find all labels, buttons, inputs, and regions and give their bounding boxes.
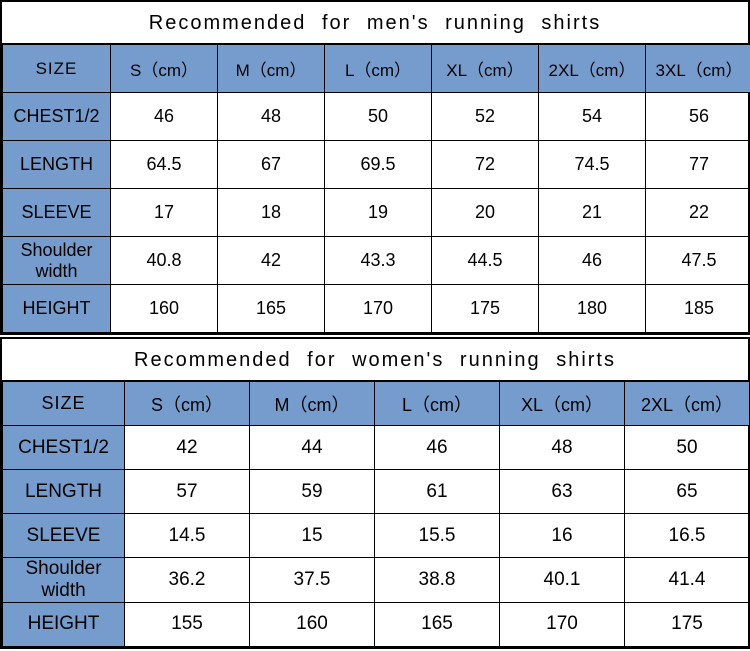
cell: 65: [625, 470, 750, 514]
cell: 175: [625, 602, 750, 646]
mens-col-l: L（cm）: [325, 45, 432, 93]
cell: 16.5: [625, 514, 750, 558]
cell: 56: [646, 93, 750, 141]
cell: 64.5: [111, 141, 218, 189]
table-row: Shoulder width 36.2 37.5 38.8 40.1 41.4: [3, 558, 750, 603]
cell: 50: [325, 93, 432, 141]
cell: 19: [325, 189, 432, 237]
womens-col-m: M（cm）: [250, 382, 375, 426]
womens-col-2xl: 2XL（cm）: [625, 382, 750, 426]
womens-col-s: S（cm）: [125, 382, 250, 426]
cell: 170: [325, 285, 432, 333]
cell: 37.5: [250, 558, 375, 603]
womens-size-chart: Recommended for women's running shirts S…: [0, 337, 750, 649]
cell: 46: [375, 426, 500, 470]
cell: 42: [125, 426, 250, 470]
cell: 69.5: [325, 141, 432, 189]
cell: 41.4: [625, 558, 750, 603]
cell: 48: [218, 93, 325, 141]
cell: 43.3: [325, 237, 432, 285]
cell: 67: [218, 141, 325, 189]
cell: 44.5: [432, 237, 539, 285]
womens-col-l: L（cm）: [375, 382, 500, 426]
cell: 15.5: [375, 514, 500, 558]
cell: 44: [250, 426, 375, 470]
mens-table: SIZE S（cm） M（cm） L（cm） XL（cm） 2XL（cm） 3X…: [2, 44, 750, 333]
row-label: HEIGHT: [3, 602, 125, 646]
womens-size-label: SIZE: [3, 382, 125, 426]
cell: 175: [432, 285, 539, 333]
row-label: SLEEVE: [3, 514, 125, 558]
row-label: HEIGHT: [3, 285, 111, 333]
cell: 36.2: [125, 558, 250, 603]
table-row: Shoulder width 40.8 42 43.3 44.5 46 47.5: [3, 237, 750, 285]
cell: 160: [250, 602, 375, 646]
cell: 40.1: [500, 558, 625, 603]
cell: 50: [625, 426, 750, 470]
cell: 38.8: [375, 558, 500, 603]
mens-title: Recommended for men's running shirts: [2, 2, 748, 44]
cell: 59: [250, 470, 375, 514]
table-row: CHEST1/2 42 44 46 48 50: [3, 426, 750, 470]
cell: 57: [125, 470, 250, 514]
table-row: LENGTH 64.5 67 69.5 72 74.5 77: [3, 141, 750, 189]
cell: 47.5: [646, 237, 750, 285]
table-row: LENGTH 57 59 61 63 65: [3, 470, 750, 514]
cell: 160: [111, 285, 218, 333]
row-label: Shoulder width: [3, 237, 111, 285]
cell: 72: [432, 141, 539, 189]
mens-col-s: S（cm）: [111, 45, 218, 93]
cell: 46: [111, 93, 218, 141]
cell: 46: [539, 237, 646, 285]
cell: 165: [375, 602, 500, 646]
cell: 185: [646, 285, 750, 333]
cell: 16: [500, 514, 625, 558]
mens-col-3xl: 3XL（cm）: [646, 45, 750, 93]
womens-header-row: SIZE S（cm） M（cm） L（cm） XL（cm） 2XL（cm）: [3, 382, 750, 426]
cell: 42: [218, 237, 325, 285]
cell: 61: [375, 470, 500, 514]
cell: 74.5: [539, 141, 646, 189]
cell: 21: [539, 189, 646, 237]
row-label: LENGTH: [3, 470, 125, 514]
table-row: SLEEVE 17 18 19 20 21 22: [3, 189, 750, 237]
cell: 77: [646, 141, 750, 189]
mens-header-row: SIZE S（cm） M（cm） L（cm） XL（cm） 2XL（cm） 3X…: [3, 45, 750, 93]
cell: 14.5: [125, 514, 250, 558]
cell: 63: [500, 470, 625, 514]
cell: 17: [111, 189, 218, 237]
cell: 48: [500, 426, 625, 470]
cell: 22: [646, 189, 750, 237]
row-label: Shoulder width: [3, 558, 125, 603]
row-label: CHEST1/2: [3, 93, 111, 141]
womens-table: SIZE S（cm） M（cm） L（cm） XL（cm） 2XL（cm） CH…: [2, 381, 750, 647]
cell: 180: [539, 285, 646, 333]
mens-col-2xl: 2XL（cm）: [539, 45, 646, 93]
mens-size-label: SIZE: [3, 45, 111, 93]
cell: 165: [218, 285, 325, 333]
cell: 15: [250, 514, 375, 558]
cell: 18: [218, 189, 325, 237]
mens-col-m: M（cm）: [218, 45, 325, 93]
mens-size-chart: Recommended for men's running shirts SIZ…: [0, 0, 750, 335]
womens-col-xl: XL（cm）: [500, 382, 625, 426]
cell: 52: [432, 93, 539, 141]
table-row: SLEEVE 14.5 15 15.5 16 16.5: [3, 514, 750, 558]
cell: 155: [125, 602, 250, 646]
row-label: LENGTH: [3, 141, 111, 189]
cell: 170: [500, 602, 625, 646]
table-row: CHEST1/2 46 48 50 52 54 56: [3, 93, 750, 141]
cell: 20: [432, 189, 539, 237]
table-row: HEIGHT 155 160 165 170 175: [3, 602, 750, 646]
row-label: CHEST1/2: [3, 426, 125, 470]
row-label: SLEEVE: [3, 189, 111, 237]
table-row: HEIGHT 160 165 170 175 180 185: [3, 285, 750, 333]
cell: 40.8: [111, 237, 218, 285]
cell: 54: [539, 93, 646, 141]
womens-title: Recommended for women's running shirts: [2, 339, 748, 381]
mens-col-xl: XL（cm）: [432, 45, 539, 93]
